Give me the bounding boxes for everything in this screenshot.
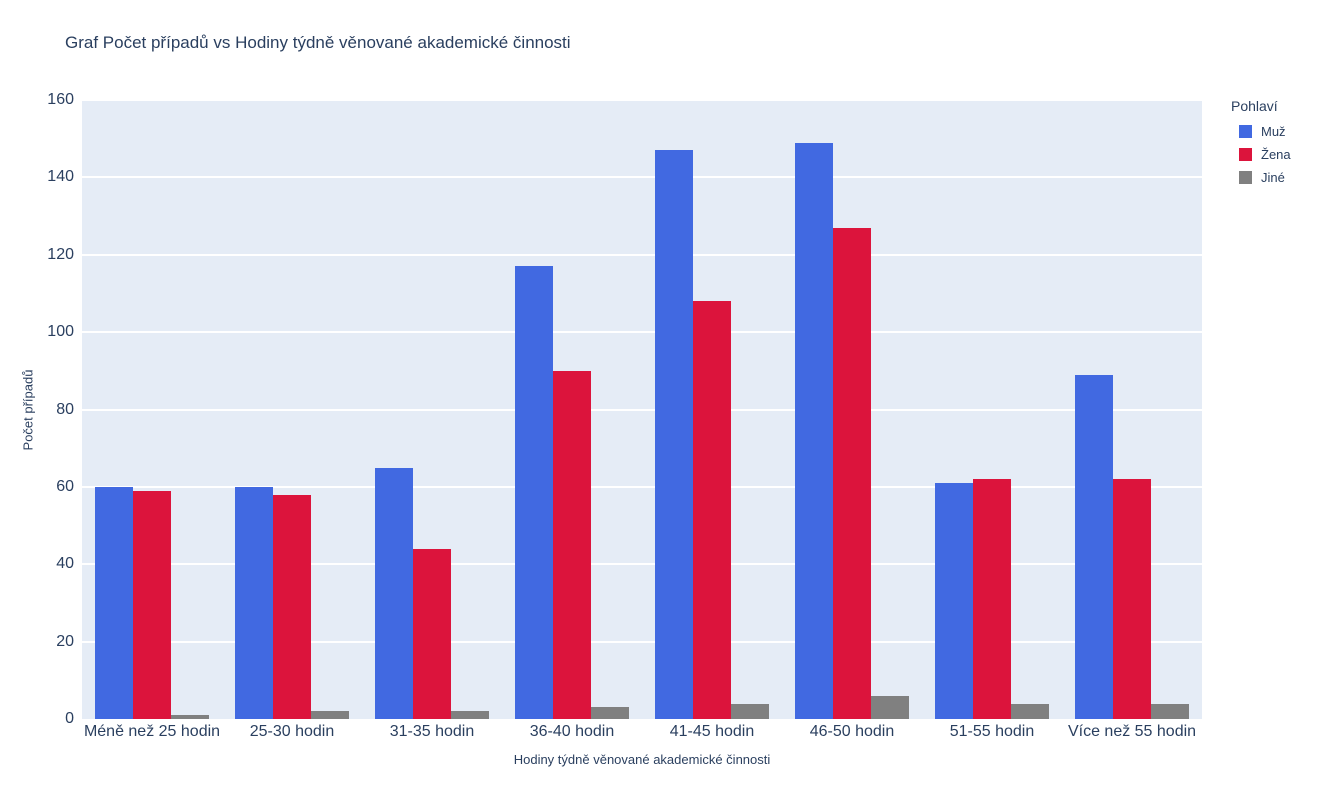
x-tick-label: 46-50 hodin [809, 723, 895, 740]
y-tick-label: 0 [65, 710, 74, 727]
bar-zena[interactable] [553, 370, 591, 719]
x-tick-label: 51-55 hodin [949, 723, 1035, 740]
bar-jine[interactable] [1011, 703, 1049, 719]
legend-swatch-icon [1239, 148, 1252, 161]
gridline [82, 640, 1202, 643]
bar-zena[interactable] [973, 479, 1011, 719]
legend-item-jine[interactable]: Jiné [1231, 166, 1317, 189]
bar-jine[interactable] [871, 695, 909, 719]
legend-label: Muž [1261, 124, 1286, 139]
legend-swatch-icon [1239, 171, 1252, 184]
bar-group [642, 100, 782, 719]
bar-group [362, 100, 502, 719]
bar-jine[interactable] [1151, 703, 1189, 719]
x-tick-label: Více než 55 hodin [1067, 723, 1197, 740]
y-tick-label: 60 [56, 477, 74, 495]
x-tick-label: Méně než 25 hodin [83, 723, 221, 740]
y-tick-label: 80 [56, 400, 74, 418]
legend-label: Žena [1261, 147, 1291, 162]
gridline [82, 176, 1202, 179]
legend-swatch-icon [1239, 125, 1252, 138]
y-tick-label: 100 [47, 323, 74, 341]
legend: Pohlaví Muž Žena Jiné [1231, 98, 1317, 189]
x-tick-label: 41-45 hodin [669, 723, 755, 740]
y-tick-label: 20 [56, 632, 74, 650]
legend-title: Pohlaví [1231, 98, 1278, 114]
plot-area[interactable] [82, 99, 1202, 719]
bar-group [502, 100, 642, 719]
x-axis-title: Hodiny týdně věnované akademické činnost… [513, 752, 771, 767]
gridline [82, 331, 1202, 334]
bar-group [922, 100, 1062, 719]
bar-zena[interactable] [833, 227, 871, 719]
legend-item-muz[interactable]: Muž [1231, 120, 1317, 143]
bar-zena[interactable] [693, 301, 731, 719]
bar-group [1062, 100, 1202, 719]
bar-jine[interactable] [591, 707, 629, 719]
bar-zena[interactable] [1113, 479, 1151, 719]
bar-muz[interactable] [235, 486, 273, 719]
x-tick-label: 31-35 hodin [389, 723, 475, 740]
bar-jine[interactable] [311, 711, 349, 719]
bar-muz[interactable] [795, 142, 833, 719]
gridline [82, 99, 1202, 101]
bar-muz[interactable] [515, 266, 553, 719]
bar-zena[interactable] [133, 490, 171, 719]
y-tick-label: 140 [47, 168, 74, 186]
bar-muz[interactable] [95, 486, 133, 719]
legend-label: Jiné [1261, 170, 1285, 185]
y-tick-label: 120 [47, 245, 74, 263]
bar-jine[interactable] [171, 715, 209, 719]
bar-zena[interactable] [413, 548, 451, 719]
bar-zena[interactable] [273, 494, 311, 719]
bar-jine[interactable] [731, 703, 769, 719]
legend-item-zena[interactable]: Žena [1231, 143, 1317, 166]
y-tick-label: 40 [56, 555, 74, 573]
bar-muz[interactable] [375, 467, 413, 719]
x-tick-label: 36-40 hodin [529, 723, 615, 740]
bar-group [782, 100, 922, 719]
gridline [82, 563, 1202, 566]
gridline [82, 253, 1202, 256]
x-tick-label: 25-30 hodin [249, 723, 335, 740]
gridline [82, 408, 1202, 411]
bar-muz[interactable] [935, 483, 973, 719]
y-tick-label: 160 [47, 91, 74, 108]
bar-group [222, 100, 362, 719]
bar-jine[interactable] [451, 711, 489, 719]
bar-muz[interactable] [1075, 374, 1113, 719]
gridline [82, 485, 1202, 488]
chart-title: Graf Počet případů vs Hodiny týdně věnov… [65, 33, 571, 52]
bar-muz[interactable] [655, 150, 693, 719]
y-axis-title: Počet případů [20, 369, 36, 451]
bar-group [82, 100, 222, 719]
